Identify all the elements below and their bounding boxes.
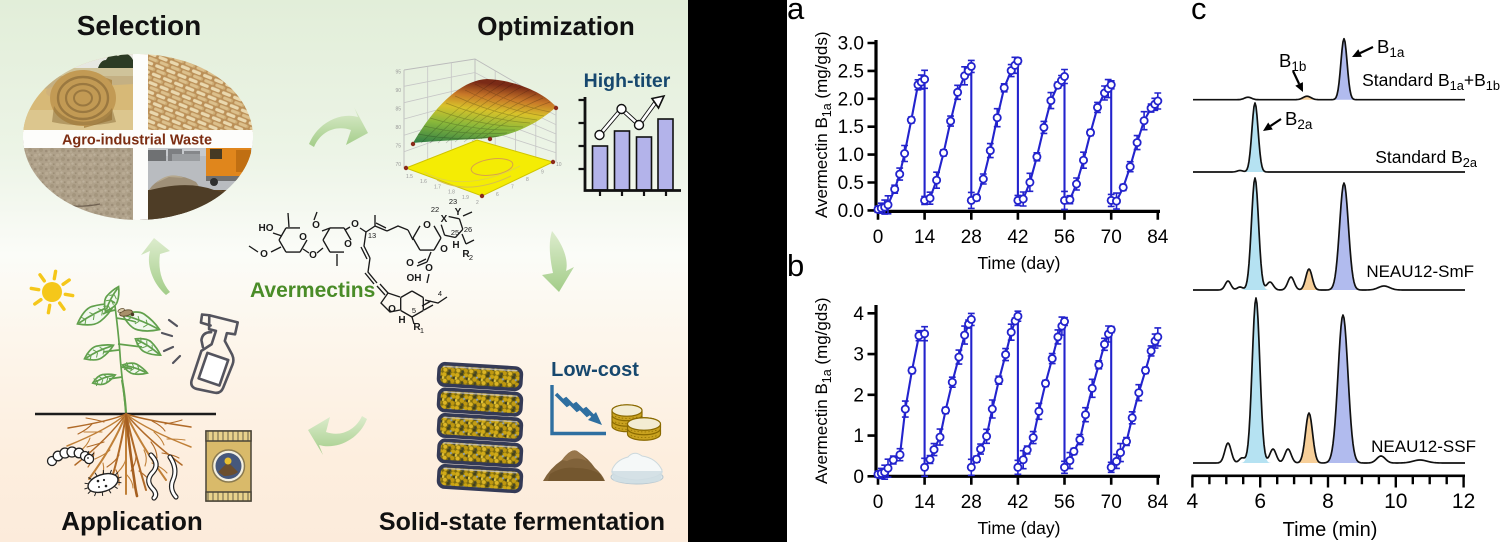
svg-text:1.6: 1.6 [420,179,427,185]
svg-text:0.0: 0.0 [838,201,864,222]
svg-text:26: 26 [464,225,472,234]
svg-text:56: 56 [1054,492,1075,513]
svg-text:70: 70 [1101,492,1122,513]
svg-text:70: 70 [1101,227,1122,248]
svg-text:b: b [787,248,804,283]
svg-text:10: 10 [556,162,562,168]
svg-text:OH: OH [407,273,422,284]
svg-text:2: 2 [853,385,864,406]
svg-text:Time (day): Time (day) [978,253,1061,273]
svg-text:85: 85 [395,107,401,113]
svg-text:14: 14 [914,492,936,513]
svg-text:H: H [398,315,405,326]
svg-text:1: 1 [853,426,864,447]
svg-text:42: 42 [1007,492,1028,513]
svg-text:25: 25 [451,228,459,237]
svg-text:Avermectin B1a (mg/gds): Avermectin B1a (mg/gds) [812,298,834,484]
svg-text:Low-cost: Low-cost [551,359,639,381]
svg-text:Avermectin B1a (mg/gds): Avermectin B1a (mg/gds) [812,32,834,218]
svg-text:4: 4 [1187,490,1199,513]
svg-text:O: O [388,304,396,315]
svg-text:0: 0 [853,467,864,488]
svg-text:1.9: 1.9 [462,195,469,201]
svg-text:O: O [425,263,433,274]
svg-text:B2a: B2a [1285,108,1313,132]
svg-text:O: O [351,219,359,230]
svg-text:Standard B1a+B1b: Standard B1a+B1b [1362,70,1500,93]
svg-text:12: 12 [1452,490,1475,513]
svg-text:Time (day): Time (day) [978,518,1061,538]
svg-text:2: 2 [469,253,473,262]
svg-text:9: 9 [541,170,544,176]
svg-text:10: 10 [1384,490,1407,513]
svg-text:R: R [413,322,421,333]
svg-text:O: O [309,250,317,261]
svg-text:0: 0 [873,227,884,248]
svg-text:Time (min): Time (min) [1283,519,1378,541]
svg-text:O: O [440,244,448,255]
svg-text:0.5: 0.5 [838,173,864,194]
svg-text:O: O [260,249,268,260]
svg-text:Optimization: Optimization [477,11,634,41]
svg-text:84: 84 [1147,227,1169,248]
svg-text:B1b: B1b [1279,50,1306,74]
svg-text:6: 6 [496,192,499,198]
svg-text:42: 42 [1007,227,1028,248]
svg-text:1.7: 1.7 [434,184,441,190]
svg-text:2.0: 2.0 [838,89,864,110]
svg-text:70: 70 [395,162,401,168]
svg-text:8: 8 [526,177,529,183]
svg-text:Solid-state fermentation: Solid-state fermentation [379,508,665,536]
svg-text:28: 28 [961,227,982,248]
svg-text:a: a [787,0,805,26]
svg-text:1: 1 [420,326,424,335]
svg-text:2.5: 2.5 [838,61,864,82]
svg-text:95: 95 [395,70,401,76]
svg-text:Application: Application [61,506,203,536]
svg-text:O: O [406,258,414,269]
svg-text:28: 28 [961,492,982,513]
svg-text:High-titer: High-titer [584,70,671,92]
svg-text:Standard B2a: Standard B2a [1375,147,1478,170]
svg-text:1.0: 1.0 [838,145,864,166]
svg-text:22: 22 [431,205,439,214]
svg-text:B1a: B1a [1377,36,1405,60]
svg-text:2: 2 [476,200,479,206]
svg-text:O: O [344,239,352,250]
svg-text:4: 4 [853,304,864,325]
svg-text:H: H [452,240,459,251]
svg-text:NEAU12-SmF: NEAU12-SmF [1366,262,1474,281]
svg-text:Y: Y [455,207,462,218]
svg-text:84: 84 [1147,492,1169,513]
svg-text:R: R [462,249,470,260]
svg-text:6: 6 [1254,490,1266,513]
svg-text:O: O [423,220,431,231]
svg-text:90: 90 [395,88,401,94]
svg-text:O: O [312,220,320,231]
svg-text:3: 3 [853,345,864,366]
svg-text:HO: HO [259,223,274,234]
svg-text:13: 13 [368,231,376,240]
svg-text:1.5: 1.5 [838,117,864,138]
svg-text:X: X [441,214,448,225]
svg-text:23: 23 [449,197,457,206]
svg-text:Agro-industrial Waste: Agro-industrial Waste [62,133,212,149]
svg-text:Avermectins: Avermectins [250,279,375,302]
svg-text:3.0: 3.0 [838,34,864,55]
svg-text:8: 8 [1322,490,1334,513]
svg-text:O: O [299,232,307,243]
svg-text:Selection: Selection [77,10,201,41]
svg-text:1.8: 1.8 [448,190,455,196]
svg-text:NEAU12-SSF: NEAU12-SSF [1371,437,1476,456]
svg-text:7: 7 [511,185,514,191]
svg-text:56: 56 [1054,227,1075,248]
svg-text:75: 75 [395,144,401,150]
svg-text:0: 0 [873,492,884,513]
svg-text:c: c [1191,0,1207,26]
svg-text:1.5: 1.5 [406,174,413,180]
svg-text:4: 4 [438,289,442,298]
svg-text:5: 5 [412,306,416,315]
svg-text:80: 80 [395,125,401,131]
svg-text:14: 14 [914,227,936,248]
